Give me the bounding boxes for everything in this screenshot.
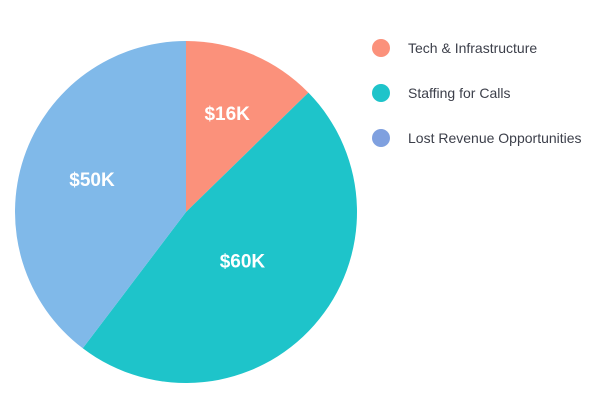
- slice-tech: [186, 41, 309, 212]
- slice-staffing: [82, 92, 358, 384]
- legend-swatch-lost-revenue: [372, 129, 390, 147]
- legend-label-lost-revenue: Lost Revenue Opportunities: [408, 130, 582, 146]
- legend-swatch-tech: [372, 39, 390, 57]
- slice-label-tech: $16K: [204, 104, 250, 125]
- legend-item-lost-revenue: Lost Revenue Opportunities: [372, 126, 596, 150]
- legend-item-tech: Tech & Infrastructure: [372, 36, 596, 60]
- legend-item-staffing: Staffing for Calls: [372, 81, 596, 105]
- slice-label-lost-revenue: $50K: [69, 170, 115, 191]
- legend-swatch-staffing: [372, 84, 390, 102]
- slice-lost-revenue: [14, 41, 186, 349]
- legend-label-staffing: Staffing for Calls: [408, 85, 511, 101]
- legend: Tech & Infrastructure Staffing for Calls…: [372, 36, 596, 171]
- legend-label-tech: Tech & Infrastructure: [408, 40, 538, 56]
- slice-label-staffing: $60K: [220, 251, 266, 272]
